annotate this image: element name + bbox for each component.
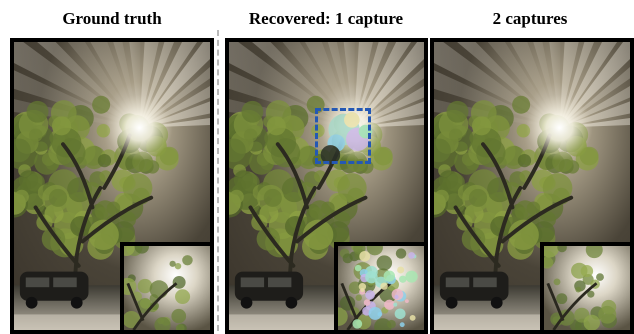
region-of-interest-box xyxy=(315,108,371,164)
zoom-inset xyxy=(120,242,210,330)
recovered-1-capture-image xyxy=(225,38,428,334)
zoom-inset xyxy=(334,242,424,330)
tree-scene-image xyxy=(434,42,630,330)
zoom-inset xyxy=(540,242,630,330)
recovered-2-captures-image xyxy=(430,38,634,334)
dashed-divider xyxy=(217,30,219,331)
heading-recovered-1-capture: Recovered: 1 capture xyxy=(248,9,404,28)
tree-scene-image xyxy=(14,42,210,330)
heading-ground-truth: Ground truth xyxy=(62,9,162,28)
heading-2-captures: 2 captures xyxy=(492,9,568,28)
ground-truth-image xyxy=(10,38,214,334)
